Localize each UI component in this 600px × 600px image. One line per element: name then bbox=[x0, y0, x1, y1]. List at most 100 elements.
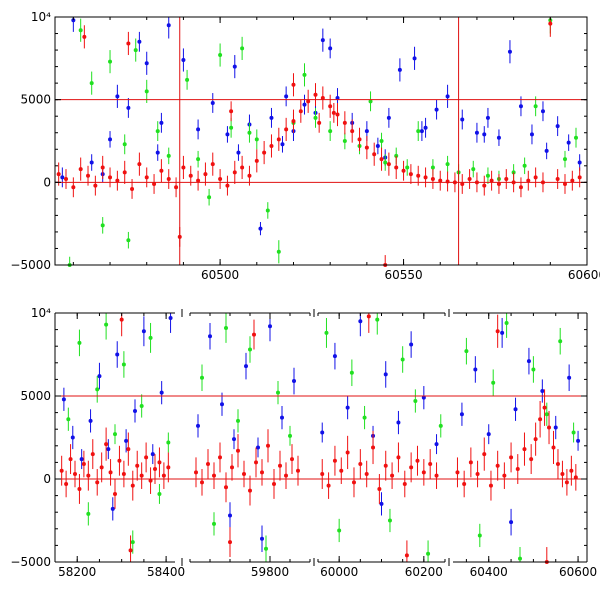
data-point bbox=[551, 445, 556, 450]
data-point bbox=[159, 390, 164, 395]
data-point bbox=[364, 145, 369, 150]
data-point bbox=[560, 472, 565, 477]
data-point bbox=[522, 163, 527, 168]
data-point bbox=[166, 440, 171, 445]
data-point bbox=[115, 178, 120, 183]
data-point bbox=[345, 450, 350, 455]
data-point bbox=[474, 130, 479, 135]
x-tick-label: 59800 bbox=[251, 565, 289, 579]
y-tick-label: −5000 bbox=[10, 555, 51, 569]
data-point bbox=[188, 173, 193, 178]
data-point bbox=[349, 370, 354, 375]
data-point bbox=[284, 473, 288, 478]
data-point bbox=[562, 181, 567, 186]
data-point bbox=[248, 347, 252, 352]
data-point bbox=[71, 185, 76, 190]
data-point bbox=[64, 177, 69, 182]
data-point bbox=[518, 556, 522, 561]
data-point bbox=[386, 162, 391, 167]
data-point bbox=[232, 170, 237, 175]
data-point bbox=[482, 452, 487, 457]
data-point bbox=[298, 109, 303, 114]
data-point bbox=[495, 329, 500, 334]
data-point bbox=[464, 349, 469, 354]
data-point bbox=[256, 445, 260, 450]
data-point bbox=[206, 462, 210, 467]
data-point bbox=[328, 129, 333, 134]
data-point bbox=[133, 408, 137, 413]
data-point bbox=[269, 115, 274, 120]
data-point bbox=[82, 34, 87, 39]
data-point bbox=[218, 455, 222, 460]
data-point bbox=[218, 177, 223, 182]
data-point bbox=[306, 99, 311, 104]
data-point bbox=[126, 238, 131, 243]
data-point bbox=[272, 481, 276, 486]
data-point bbox=[509, 455, 514, 460]
data-point bbox=[152, 181, 157, 186]
data-point bbox=[531, 367, 536, 372]
data-point bbox=[387, 518, 392, 523]
data-point bbox=[328, 46, 333, 51]
data-point bbox=[317, 120, 322, 125]
data-point bbox=[224, 485, 228, 490]
data-point bbox=[119, 317, 124, 322]
data-point bbox=[88, 418, 93, 423]
data-point bbox=[71, 18, 76, 23]
data-point bbox=[139, 473, 144, 478]
data-point bbox=[166, 465, 171, 470]
data-point bbox=[141, 329, 146, 334]
data-point bbox=[77, 486, 82, 491]
data-point bbox=[100, 165, 105, 170]
data-point bbox=[400, 357, 405, 362]
data-point bbox=[252, 332, 256, 337]
data-point bbox=[368, 99, 373, 104]
data-point bbox=[383, 160, 388, 165]
data-point bbox=[460, 117, 465, 122]
data-point bbox=[375, 317, 380, 322]
data-point bbox=[73, 472, 77, 477]
data-point bbox=[553, 425, 558, 430]
data-point bbox=[383, 372, 388, 377]
data-point bbox=[445, 162, 450, 167]
data-point bbox=[438, 423, 443, 428]
data-point bbox=[155, 129, 160, 134]
data-point bbox=[232, 64, 237, 69]
data-point bbox=[570, 178, 575, 183]
data-point bbox=[200, 480, 204, 485]
data-point bbox=[331, 110, 336, 115]
x-tick-label: 60000 bbox=[320, 565, 358, 579]
data-point bbox=[236, 150, 241, 155]
plot-frame bbox=[54, 16, 588, 266]
y-tick-label: 5000 bbox=[20, 93, 51, 107]
data-point bbox=[445, 94, 450, 99]
data-point bbox=[366, 314, 371, 319]
data-point bbox=[265, 208, 270, 213]
data-point bbox=[93, 183, 98, 188]
data-point bbox=[577, 175, 582, 180]
data-point bbox=[455, 470, 460, 475]
data-point bbox=[555, 462, 560, 467]
data-point bbox=[375, 143, 380, 148]
data-point bbox=[242, 472, 246, 477]
x-tick-label: 60600 bbox=[559, 565, 597, 579]
data-point bbox=[540, 109, 545, 114]
data-point bbox=[210, 100, 215, 105]
data-point bbox=[296, 468, 300, 473]
data-point bbox=[174, 185, 179, 190]
data-point bbox=[280, 142, 285, 147]
data-point bbox=[218, 53, 223, 58]
data-point bbox=[225, 183, 230, 188]
data-point bbox=[421, 470, 426, 475]
data-point bbox=[276, 137, 281, 142]
data-point bbox=[126, 105, 131, 110]
data-point bbox=[99, 465, 104, 470]
data-point bbox=[130, 186, 135, 191]
data-point bbox=[377, 486, 382, 491]
data-point bbox=[396, 455, 401, 460]
data-point bbox=[280, 415, 284, 420]
data-point bbox=[117, 458, 122, 463]
data-point bbox=[313, 115, 318, 120]
data-point bbox=[555, 124, 560, 129]
data-point bbox=[292, 379, 296, 384]
